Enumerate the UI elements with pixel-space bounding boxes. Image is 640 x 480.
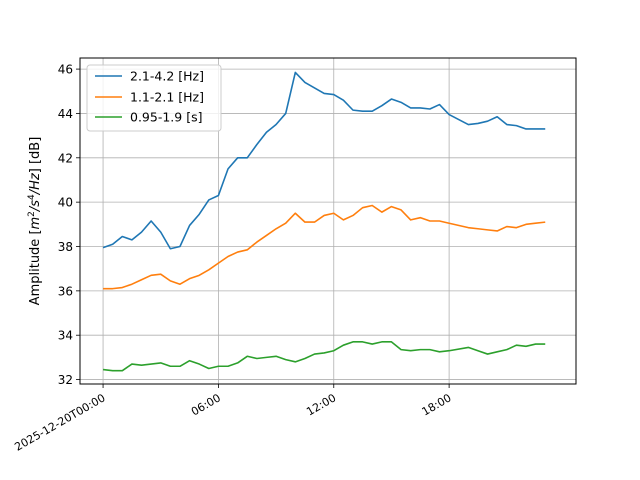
y-tick-label: 40 (58, 196, 73, 210)
series-layer (102, 71, 546, 372)
y-tick-label: 42 (58, 151, 73, 165)
y-tick-label: 46 (58, 63, 73, 77)
y-axis-ticks: 32 34 36 38 40 42 44 46 (58, 63, 80, 387)
legend-label-green: 0.95-1.9 [s] (130, 110, 202, 125)
series-line-2 (103, 204, 546, 290)
legend-label-orange: 1.1-2.1 [Hz] (130, 90, 204, 105)
legend: 2.1-4.2 [Hz] 1.1-2.1 [Hz] 0.95-1.9 [s] (86, 64, 222, 132)
y-axis-label: Amplitude [m2/s4/Hz] [dB] (27, 137, 43, 306)
y-tick-label: 36 (58, 284, 73, 298)
legend-box (86, 64, 222, 132)
y-tick-label: 44 (58, 107, 73, 121)
y-tick-label: 32 (58, 373, 73, 387)
plot-frame (79, 57, 577, 385)
series-line-3 (102, 341, 546, 372)
legend-label-blue: 2.1-4.2 [Hz] (130, 69, 204, 84)
y-tick-label: 34 (58, 329, 73, 343)
series-line-1 (102, 71, 546, 250)
y-tick-label: 38 (58, 240, 73, 254)
